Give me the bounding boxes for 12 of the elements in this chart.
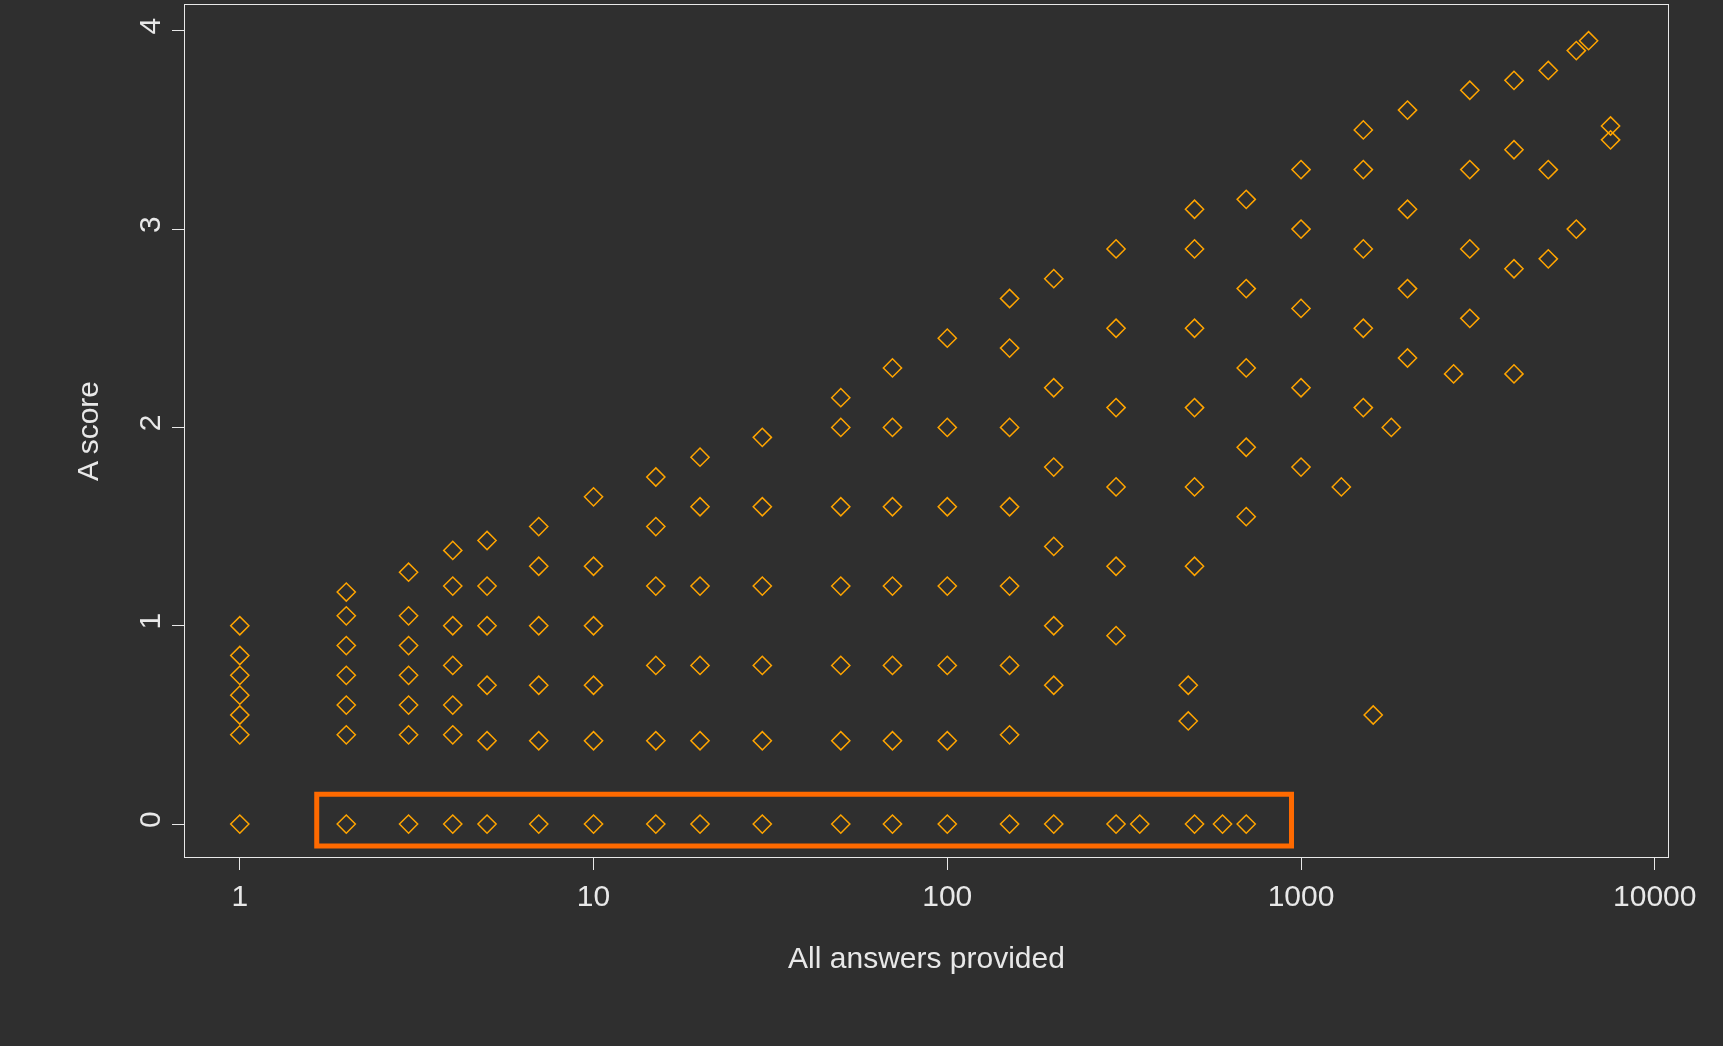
- y-tick-label: 2: [133, 414, 166, 432]
- y-tick-label: 0: [133, 811, 166, 828]
- y-tick-label: 3: [133, 216, 166, 233]
- x-tick-label: 1: [231, 879, 249, 912]
- x-tick-label: 100: [922, 879, 973, 912]
- y-axis-title: A score: [71, 380, 104, 482]
- y-tick-label: 1: [133, 612, 166, 630]
- y-tick-label: 4: [133, 17, 166, 35]
- x-tick-label: 10000: [1613, 879, 1697, 912]
- x-axis-title: All answers provided: [788, 940, 1065, 974]
- x-tick-label: 10: [576, 879, 611, 912]
- x-tick-label: 1000: [1267, 879, 1335, 912]
